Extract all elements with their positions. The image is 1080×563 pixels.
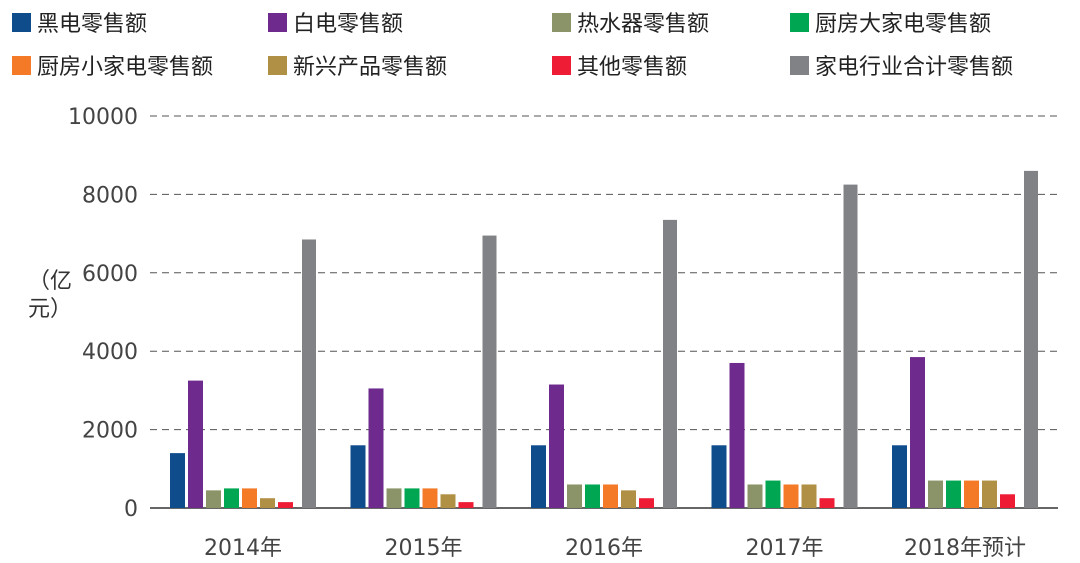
bar bbox=[386, 488, 402, 508]
bar bbox=[170, 453, 185, 508]
legend-item: 厨房大家电零售额 bbox=[790, 6, 991, 38]
legend-swatch bbox=[12, 12, 31, 32]
bar bbox=[729, 362, 745, 508]
legend-item: 热水器零售额 bbox=[552, 6, 709, 38]
bar bbox=[765, 480, 781, 508]
x-tick-label: 2018年预计 bbox=[904, 536, 1026, 561]
legend-swatch bbox=[790, 12, 809, 32]
x-tick-label: 2017年 bbox=[746, 536, 824, 561]
bar bbox=[928, 480, 943, 508]
legend-item: 其他零售额 bbox=[552, 49, 687, 81]
bar bbox=[639, 498, 654, 508]
bar bbox=[567, 484, 582, 508]
legend-item: 黑电零售额 bbox=[12, 6, 147, 38]
bar bbox=[458, 502, 474, 508]
bar bbox=[482, 235, 497, 508]
bar bbox=[819, 498, 835, 508]
legend-label: 其他零售额 bbox=[577, 55, 688, 80]
bar bbox=[801, 484, 817, 508]
x-tick-label: 2014年 bbox=[204, 536, 282, 561]
legend-label: 白电零售额 bbox=[293, 12, 404, 37]
bar bbox=[603, 484, 618, 508]
bar bbox=[1024, 170, 1038, 508]
legend-label: 厨房小家电零售额 bbox=[37, 55, 214, 80]
y-tick-label: 2000 bbox=[82, 419, 138, 444]
bar bbox=[964, 480, 979, 508]
bar bbox=[422, 488, 438, 508]
bar bbox=[440, 494, 456, 508]
bar bbox=[278, 502, 293, 508]
y-tick-label: 4000 bbox=[82, 340, 138, 365]
bar bbox=[242, 488, 257, 508]
bar bbox=[350, 445, 366, 508]
legend-label: 黑电零售额 bbox=[37, 12, 148, 37]
x-tick-label: 2016年 bbox=[565, 536, 643, 561]
legend-label: 厨房大家电零售额 bbox=[815, 12, 992, 37]
bar bbox=[549, 384, 564, 508]
bar bbox=[1000, 494, 1015, 508]
bar bbox=[188, 380, 203, 508]
bar bbox=[783, 484, 799, 508]
bar bbox=[621, 490, 636, 508]
legend-swatch bbox=[268, 55, 287, 75]
bar bbox=[843, 184, 858, 508]
legend-swatch bbox=[790, 55, 809, 75]
bar bbox=[260, 498, 275, 508]
bar bbox=[531, 445, 546, 508]
bar bbox=[663, 219, 677, 508]
bar bbox=[747, 484, 763, 508]
legend-label: 家电行业合计零售额 bbox=[815, 55, 1014, 80]
legend-swatch bbox=[268, 12, 287, 32]
bar bbox=[910, 357, 925, 508]
bar bbox=[206, 490, 221, 508]
bar bbox=[892, 445, 907, 508]
y-tick-label: 6000 bbox=[82, 262, 138, 287]
legend-item: 白电零售额 bbox=[268, 6, 403, 38]
y-tick-label: 10000 bbox=[68, 105, 138, 130]
legend-item: 新兴产品零售额 bbox=[268, 49, 447, 81]
legend-swatch bbox=[12, 55, 31, 75]
x-tick-label: 2015年 bbox=[385, 536, 463, 561]
legend-label: 新兴产品零售额 bbox=[293, 55, 448, 80]
legend-label: 热水器零售额 bbox=[577, 12, 710, 37]
bar bbox=[982, 480, 997, 508]
y-tick-label: 0 bbox=[124, 497, 138, 522]
bar bbox=[946, 480, 961, 508]
legend-item: 家电行业合计零售额 bbox=[790, 49, 1013, 81]
bar bbox=[302, 239, 316, 509]
y-tick-label: 8000 bbox=[82, 183, 138, 208]
legend-item: 厨房小家电零售额 bbox=[12, 49, 213, 81]
bar bbox=[585, 484, 600, 508]
bar bbox=[368, 388, 384, 508]
legend-swatch bbox=[552, 55, 571, 75]
bar bbox=[224, 488, 239, 508]
bar bbox=[404, 488, 420, 508]
bar bbox=[711, 445, 727, 508]
legend-swatch bbox=[552, 12, 571, 32]
